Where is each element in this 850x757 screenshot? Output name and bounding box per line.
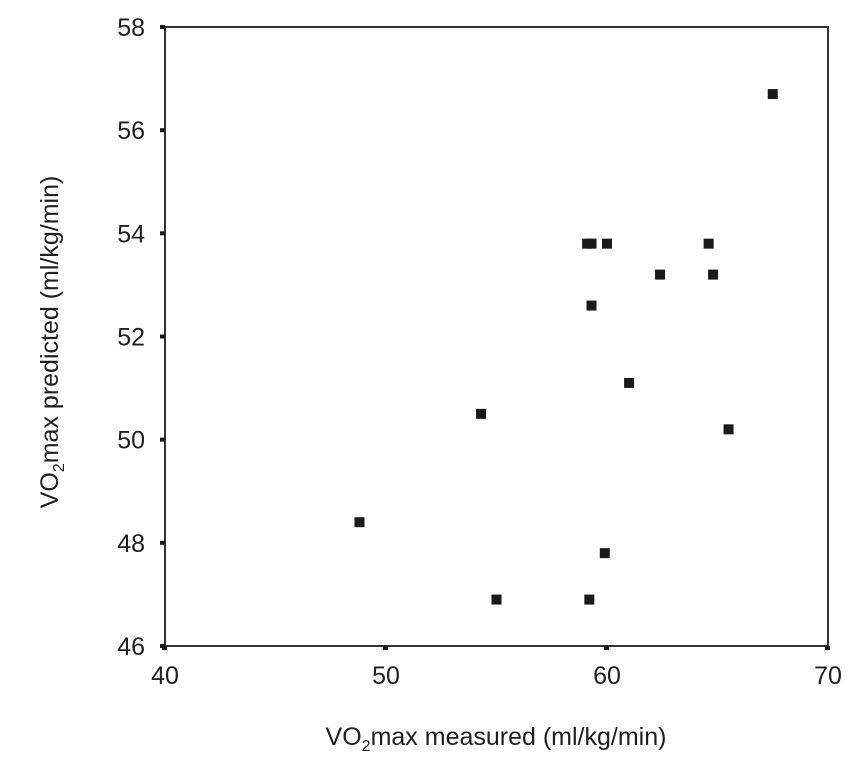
x-tick-mark [383, 646, 388, 650]
plot-frame [164, 26, 829, 647]
data-point-marker [586, 300, 597, 311]
data-point-marker [723, 424, 734, 435]
y-axis-title: VO2max predicted (ml/kg/min) [36, 176, 68, 509]
data-point-marker [476, 408, 487, 419]
y-tick-mark [160, 231, 165, 236]
x-tick-label: 40 [151, 662, 179, 690]
y-tick-label: 50 [117, 427, 145, 455]
data-point-marker [354, 517, 365, 528]
y-tick-mark [160, 437, 165, 442]
x-tick-mark [162, 646, 167, 650]
data-point-marker [491, 594, 502, 605]
y-tick-label: 54 [117, 220, 145, 248]
data-point-marker [584, 594, 595, 605]
data-point-marker [599, 548, 610, 559]
x-tick-mark [825, 646, 830, 650]
data-points [354, 89, 778, 605]
data-point-marker [703, 238, 714, 249]
x-axis-title: VO2max measured (ml/kg/min) [326, 723, 667, 755]
data-point-marker [655, 269, 666, 280]
y-tick-mark [160, 334, 165, 339]
data-point-marker [624, 377, 635, 388]
y-axis-ticks: 46 48 50 52 54 56 58 [117, 14, 165, 661]
data-point-marker [708, 269, 719, 280]
y-tick-label: 58 [117, 14, 145, 42]
data-point-marker [602, 238, 612, 249]
y-tick-mark [160, 540, 165, 545]
y-tick-label: 56 [117, 117, 145, 145]
data-point-marker [586, 238, 597, 249]
y-tick-label: 46 [117, 633, 145, 661]
y-tick-label: 48 [117, 530, 145, 558]
x-tick-label: 60 [593, 662, 621, 690]
x-tick-label: 70 [814, 662, 842, 690]
y-tick-label: 52 [117, 324, 145, 352]
y-tick-mark [160, 128, 165, 133]
x-tick-label: 50 [372, 662, 400, 690]
x-tick-mark [604, 646, 609, 650]
data-point-marker [767, 89, 778, 100]
y-tick-mark [160, 25, 165, 29]
x-axis-ticks: 40 50 60 70 [151, 646, 842, 690]
